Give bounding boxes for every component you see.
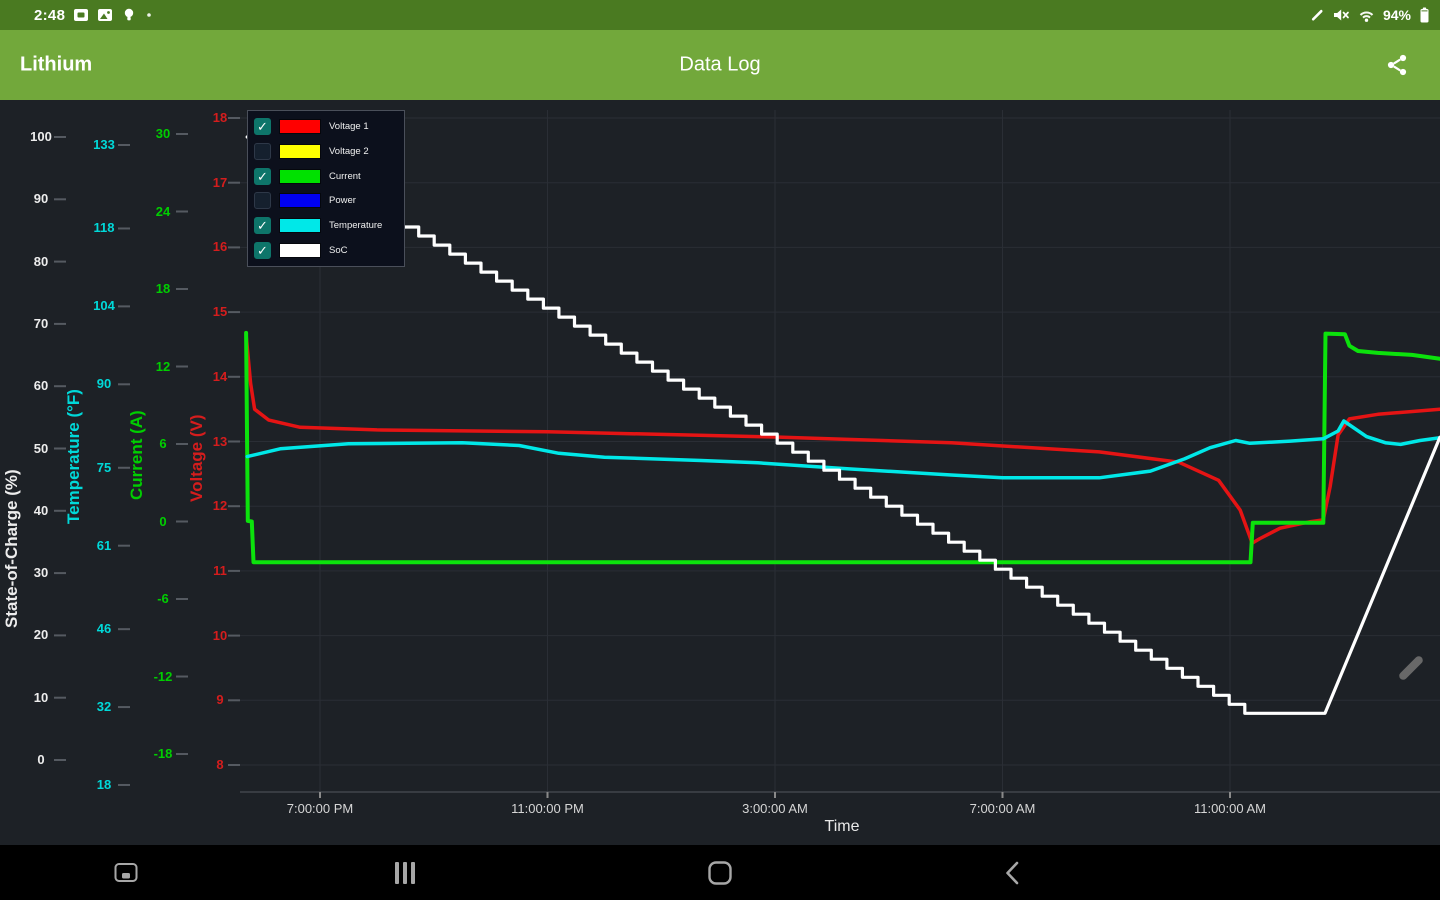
share-icon — [1387, 54, 1407, 76]
legend-swatch-current — [279, 168, 321, 184]
x-axis-title: Time — [824, 818, 860, 835]
legend-checkbox-temperature[interactable] — [254, 217, 271, 235]
flashlight-icon — [125, 8, 134, 21]
image-icon — [98, 9, 113, 21]
capture-icon — [114, 862, 138, 882]
screenshot-icon — [74, 9, 89, 21]
legend-swatch-voltage-1 — [279, 118, 321, 134]
notification-dot-icon — [147, 13, 152, 17]
legend-label-current: Current — [329, 170, 361, 182]
battery-icon — [1420, 7, 1429, 23]
legend-checkbox-soc[interactable] — [254, 242, 271, 260]
legend-swatch-soc — [279, 243, 321, 259]
nav-bar — [0, 845, 1440, 900]
screenshot-preview-button[interactable] — [107, 854, 146, 892]
home-icon — [708, 860, 732, 885]
legend-swatch-power — [279, 193, 321, 209]
screen-title: Data Log — [679, 53, 761, 76]
legend-label-soc: SoC — [329, 245, 348, 257]
recents-icon — [395, 861, 415, 884]
legend-row-voltage-1: Voltage 1 — [248, 117, 404, 135]
status-bar-left: 2:48 — [34, 7, 153, 24]
series-voltage-1 — [244, 332, 1440, 545]
legend: Voltage 1 Voltage 2 Current Power Temperatur… — [247, 110, 405, 267]
status-bar-right: 94% — [1309, 6, 1430, 24]
share-button[interactable] — [1380, 48, 1414, 82]
battery-percent: 94% — [1382, 7, 1411, 23]
legend-row-soc: SoC — [248, 242, 404, 260]
legend-swatch-voltage-2 — [279, 143, 321, 159]
mute-icon — [1333, 9, 1349, 21]
app-title: Lithium — [20, 53, 93, 76]
clock: 2:48 — [34, 6, 66, 24]
legend-label-temperature: Temperature — [329, 220, 383, 232]
series-soc — [245, 135, 1440, 715]
legend-row-current: Current — [248, 167, 404, 185]
legend-checkbox-voltage-2[interactable] — [254, 142, 271, 160]
legend-label-voltage-2: Voltage 2 — [329, 145, 369, 157]
home-button[interactable] — [701, 854, 739, 892]
legend-checkbox-current[interactable] — [254, 167, 271, 185]
recents-button[interactable] — [387, 854, 423, 892]
legend-label-voltage-1: Voltage 1 — [329, 120, 369, 132]
legend-checkbox-voltage-1[interactable] — [254, 117, 271, 135]
status-bar: 2:48 — [0, 0, 1440, 30]
legend-swatch-temperature — [279, 218, 321, 234]
series-temperature — [245, 419, 1440, 480]
current-axis-title: Current (A) — [127, 410, 146, 500]
stylus-icon — [1311, 9, 1323, 21]
legend-label-power: Power — [329, 195, 356, 207]
series-current — [244, 330, 1440, 565]
legend-checkbox-power[interactable] — [254, 192, 271, 210]
voltage-axis-title: Voltage (V) — [187, 414, 206, 502]
back-icon — [1006, 861, 1019, 884]
back-button[interactable] — [996, 854, 1030, 892]
temp-axis-title: Temperature (°F) — [64, 389, 83, 524]
legend-row-power: Power — [248, 192, 404, 210]
app-bar: Lithium Data Log — [0, 30, 1440, 100]
legend-row-temperature: Temperature — [248, 217, 404, 235]
soc-axis-title: State-of-Charge (%) — [2, 469, 21, 628]
wifi-icon — [1359, 11, 1374, 22]
legend-row-voltage-2: Voltage 2 — [248, 142, 404, 160]
